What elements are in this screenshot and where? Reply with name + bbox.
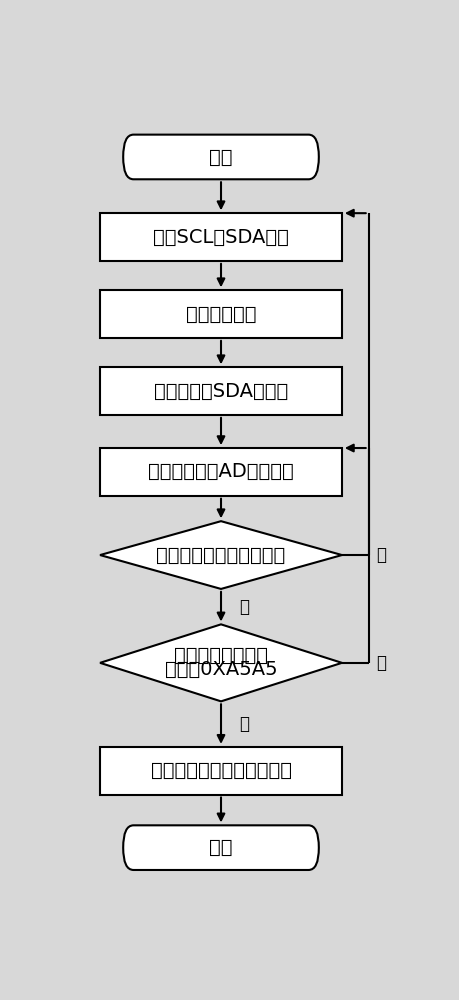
FancyBboxPatch shape <box>123 135 319 179</box>
Polygon shape <box>100 521 342 589</box>
FancyBboxPatch shape <box>100 747 342 795</box>
Text: 测试机释放SDA口电平: 测试机释放SDA口电平 <box>154 382 288 401</box>
Text: 拉低SCL和SDA电平: 拉低SCL和SDA电平 <box>153 228 289 247</box>
Text: 否: 否 <box>376 546 386 564</box>
FancyBboxPatch shape <box>100 290 342 338</box>
Text: 测试机对采样数据进行处理: 测试机对采样数据进行处理 <box>151 761 291 780</box>
Text: 测试机检验校验位: 测试机检验校验位 <box>174 646 268 665</box>
Text: 否: 否 <box>376 654 386 672</box>
Text: 是: 是 <box>239 598 249 616</box>
FancyBboxPatch shape <box>123 825 319 870</box>
FancyBboxPatch shape <box>100 367 342 415</box>
FancyBboxPatch shape <box>100 213 342 261</box>
Text: 测试机等待数据处理完成: 测试机等待数据处理完成 <box>157 546 285 565</box>
Text: 结束: 结束 <box>209 838 233 857</box>
FancyBboxPatch shape <box>100 448 342 496</box>
Text: 开始: 开始 <box>209 147 233 166</box>
Text: 芯片进行温度AD数据处理: 芯片进行温度AD数据处理 <box>148 462 294 481</box>
Text: 是否为0XA5A5: 是否为0XA5A5 <box>165 660 277 679</box>
Polygon shape <box>100 624 342 701</box>
Text: 是: 是 <box>239 715 249 733</box>
Text: 芯片重新上电: 芯片重新上电 <box>186 305 256 324</box>
